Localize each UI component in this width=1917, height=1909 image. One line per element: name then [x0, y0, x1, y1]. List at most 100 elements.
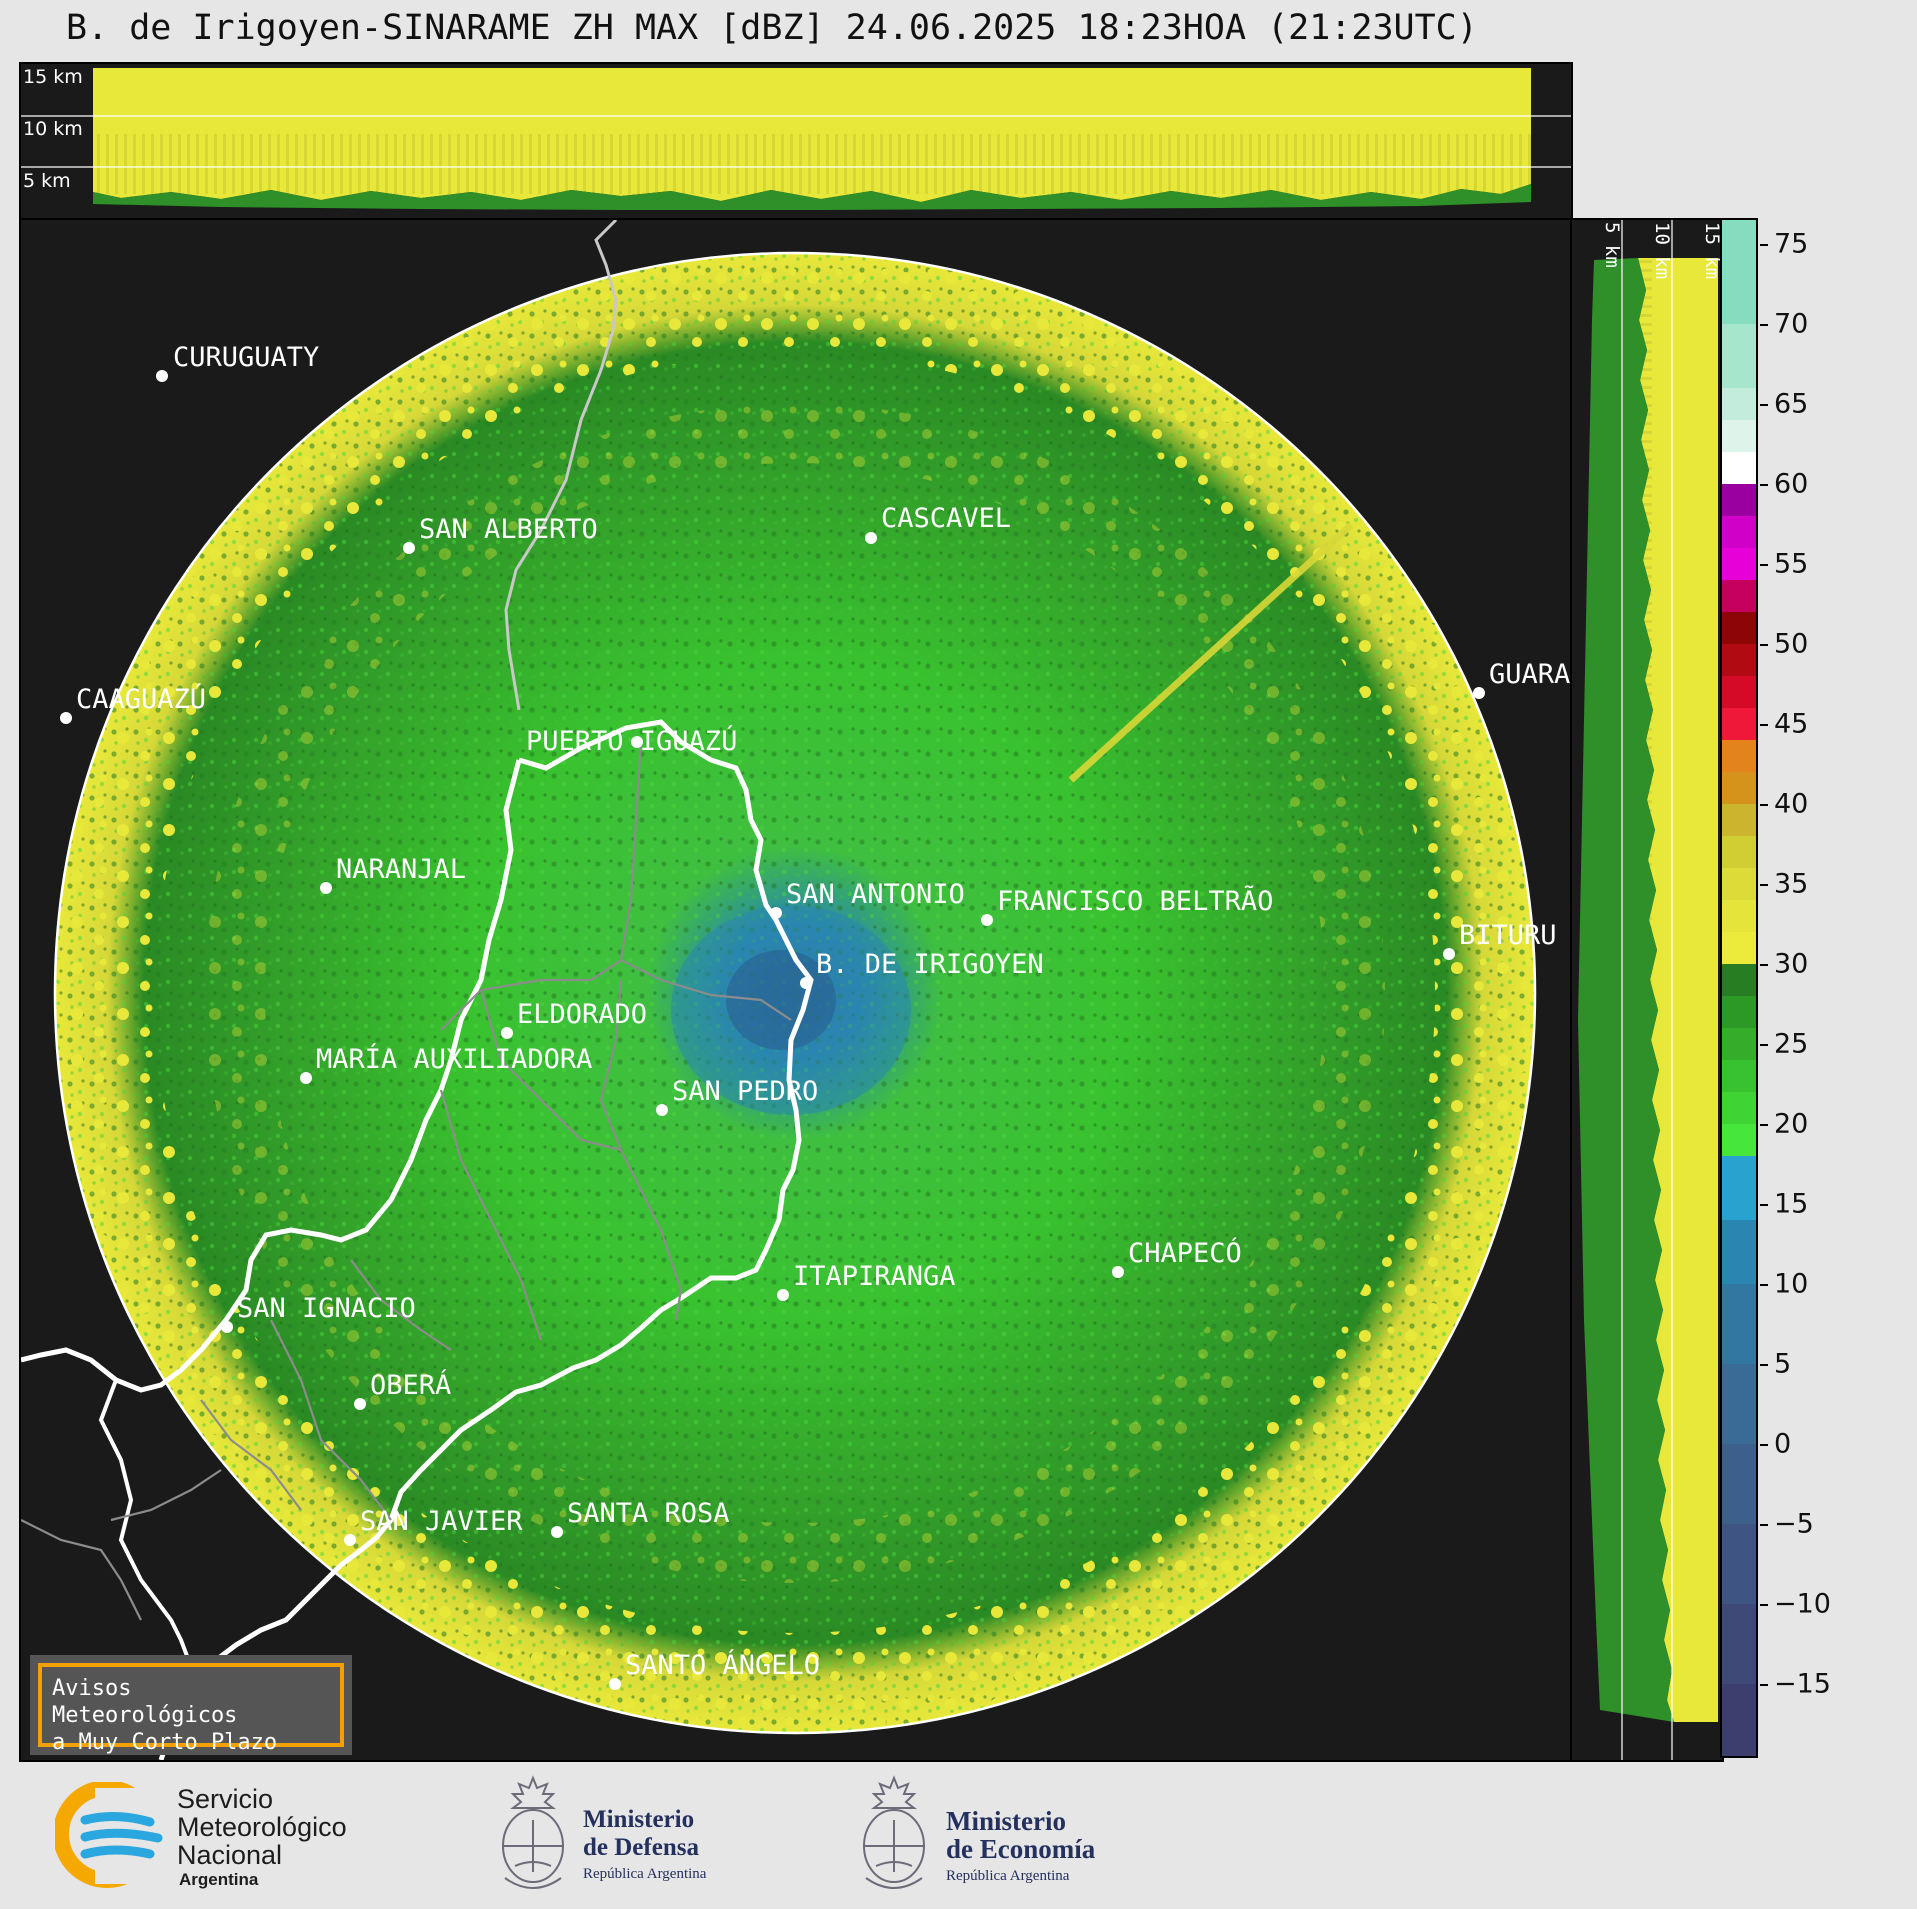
warnings-badge-line1: Avisos Meteorológicos: [52, 1676, 238, 1728]
colorbar-tick: [1760, 1604, 1768, 1606]
economia-line2: de Economía: [946, 1834, 1096, 1864]
city-dot-bituru: [1443, 948, 1455, 960]
city-label-chapeco: CHAPECÓ: [1128, 1237, 1242, 1269]
colorbar-ticks: 75 70 65 60 55 50 45 40 35 30 25 20 15 10 5 0 −5 −10 −15: [1760, 218, 1890, 1758]
city-dot-naranjal: [320, 882, 332, 894]
colorbar-tick-label: 20: [1774, 1108, 1809, 1140]
economia-line3: República Argentina: [946, 1868, 1070, 1884]
colorbar-segment: [1722, 612, 1756, 644]
colorbar-tick: [1760, 804, 1768, 806]
city-label-francisco-beltrao: FRANCISCO BELTRÃO: [997, 885, 1273, 917]
colorbar-segment: [1722, 1092, 1756, 1124]
economia-logo: Ministerio de Economía República Argenti…: [856, 1762, 1136, 1909]
colorbar-segment: [1722, 964, 1756, 996]
colorbar-segment: [1722, 836, 1756, 868]
colorbar-tick-label: 55: [1774, 548, 1809, 580]
top-cross-section: 15 km 10 km 5 km: [19, 62, 1573, 220]
warnings-badge-line2: a Muy Corto Plazo: [52, 1730, 278, 1755]
colorbar-tick: [1760, 1684, 1768, 1686]
colorbar-tick-label: 50: [1774, 628, 1809, 660]
city-label-caaguazu: CAAGUAZÚ: [76, 683, 206, 715]
colorbar-segment: [1722, 324, 1756, 388]
colorbar-segment: [1722, 868, 1756, 900]
colorbar-tick-label: 60: [1774, 468, 1809, 500]
colorbar-tick-label: 10: [1774, 1268, 1809, 1300]
city-dot-obera: [354, 1398, 366, 1410]
height-label-right-10km: 10 km: [1651, 222, 1673, 279]
city-label-maria-auxiliadora: MARÍA AUXILIADORA: [316, 1043, 592, 1075]
colorbar-segment: [1722, 1444, 1756, 1524]
colorbar-tick-label: 70: [1774, 308, 1809, 340]
city-dot-san-javier: [344, 1534, 356, 1546]
colorbar-tick: [1760, 1444, 1768, 1446]
colorbar-tick: [1760, 244, 1768, 246]
city-dot-maria-auxiliadora: [300, 1072, 312, 1084]
defensa-line1: Ministerio: [583, 1806, 695, 1833]
colorbar-tick: [1760, 724, 1768, 726]
colorbar-tick: [1760, 1364, 1768, 1366]
city-dot-guara: [1473, 687, 1485, 699]
colorbar-segment: [1722, 996, 1756, 1028]
smn-emblem-icon: [55, 1782, 165, 1888]
city-dot-caaguazu: [60, 712, 72, 724]
colorbar-tick: [1760, 1284, 1768, 1286]
city-dot-san-antonio: [770, 907, 782, 919]
colorbar-tick: [1760, 644, 1768, 646]
colorbar-tick: [1760, 484, 1768, 486]
city-markers: [60, 370, 1485, 1690]
colorbar-segment: [1722, 220, 1756, 324]
colorbar-tick: [1760, 1204, 1768, 1206]
colorbar-tick-label: −10: [1774, 1588, 1831, 1620]
right-cross-section: 5 km 10 km 15 km: [1570, 218, 1724, 1762]
colorbar-segment: [1722, 484, 1756, 516]
city-label-b-de-irigoyen: B. DE IRIGOYEN: [816, 949, 1044, 980]
radar-ppi-canvas: CURUGUATY SAN ALBERTO CASCAVEL CAAGUAZÚ …: [21, 220, 1570, 1760]
colorbar-tick-label: 25: [1774, 1028, 1809, 1060]
city-label-santa-rosa: SANTA ROSA: [567, 1498, 730, 1529]
colorbar-tick: [1760, 564, 1768, 566]
coat-of-arms-icon: [863, 1775, 925, 1889]
city-dot-eldorado: [501, 1027, 513, 1039]
warnings-badge[interactable]: Avisos Meteorológicos a Muy Corto Plazo: [30, 1655, 352, 1755]
colorbar-segment: [1722, 420, 1756, 452]
colorbar-segment: [1722, 1684, 1756, 1756]
colorbar-segment: [1722, 932, 1756, 964]
city-dot-curuguaty: [156, 370, 168, 382]
city-label-bituru: BITURU: [1459, 920, 1557, 951]
city-label-eldorado: ELDORADO: [517, 999, 647, 1030]
smn-line1: Servicio: [177, 1784, 274, 1814]
colorbar-tick: [1760, 964, 1768, 966]
colorbar-tick: [1760, 324, 1768, 326]
city-label-cascavel: CASCAVEL: [881, 503, 1011, 534]
colorbar-tick-label: 40: [1774, 788, 1809, 820]
city-label-san-alberto: SAN ALBERTO: [419, 514, 598, 545]
colorbar-segment: [1722, 1060, 1756, 1092]
colorbar-segment: [1722, 516, 1756, 548]
colorbar-segment: [1722, 580, 1756, 612]
colorbar-segment: [1722, 548, 1756, 580]
height-label-5km: 5 km: [23, 170, 71, 192]
colorbar-tick: [1760, 1044, 1768, 1046]
colorbar-tick: [1760, 1124, 1768, 1126]
colorbar: [1720, 218, 1758, 1758]
colorbar-segment: [1722, 644, 1756, 676]
city-label-san-ignacio: SAN IGNACIO: [237, 1293, 416, 1324]
colorbar-tick-label: 35: [1774, 868, 1809, 900]
city-dot-san-alberto: [403, 542, 415, 554]
warnings-badge-frame: Avisos Meteorológicos a Muy Corto Plazo: [38, 1663, 344, 1755]
colorbar-segment: [1722, 1284, 1756, 1364]
city-dot-san-pedro: [656, 1104, 668, 1116]
defensa-line2: de Defensa: [583, 1834, 699, 1861]
colorbar-tick-label: −5: [1774, 1508, 1814, 1540]
colorbar-segment: [1722, 676, 1756, 708]
defensa-logo: Ministerio de Defensa República Argentin…: [495, 1762, 755, 1909]
city-label-santo-angelo: SANTO ÁNGELO: [625, 1649, 820, 1681]
city-dot-puerto-iguazu: [631, 736, 643, 748]
colorbar-segment: [1722, 1524, 1756, 1604]
chart-title: B. de Irigoyen-SINARAME ZH MAX [dBZ] 24.…: [66, 8, 1478, 48]
colorbar-tick-label: 15: [1774, 1188, 1809, 1220]
colorbar-tick: [1760, 404, 1768, 406]
city-label-curuguaty: CURUGUATY: [173, 342, 319, 373]
colorbar-segment: [1722, 1028, 1756, 1060]
city-dot-b-de-irigoyen: [800, 977, 812, 989]
